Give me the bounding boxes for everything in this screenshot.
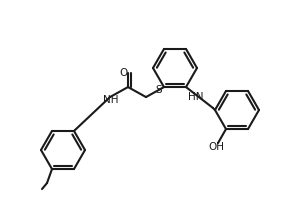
Text: NH: NH [103, 95, 119, 105]
Text: OH: OH [208, 142, 224, 152]
Text: O: O [119, 68, 127, 78]
Text: S: S [156, 85, 162, 95]
Text: HN: HN [188, 92, 204, 102]
